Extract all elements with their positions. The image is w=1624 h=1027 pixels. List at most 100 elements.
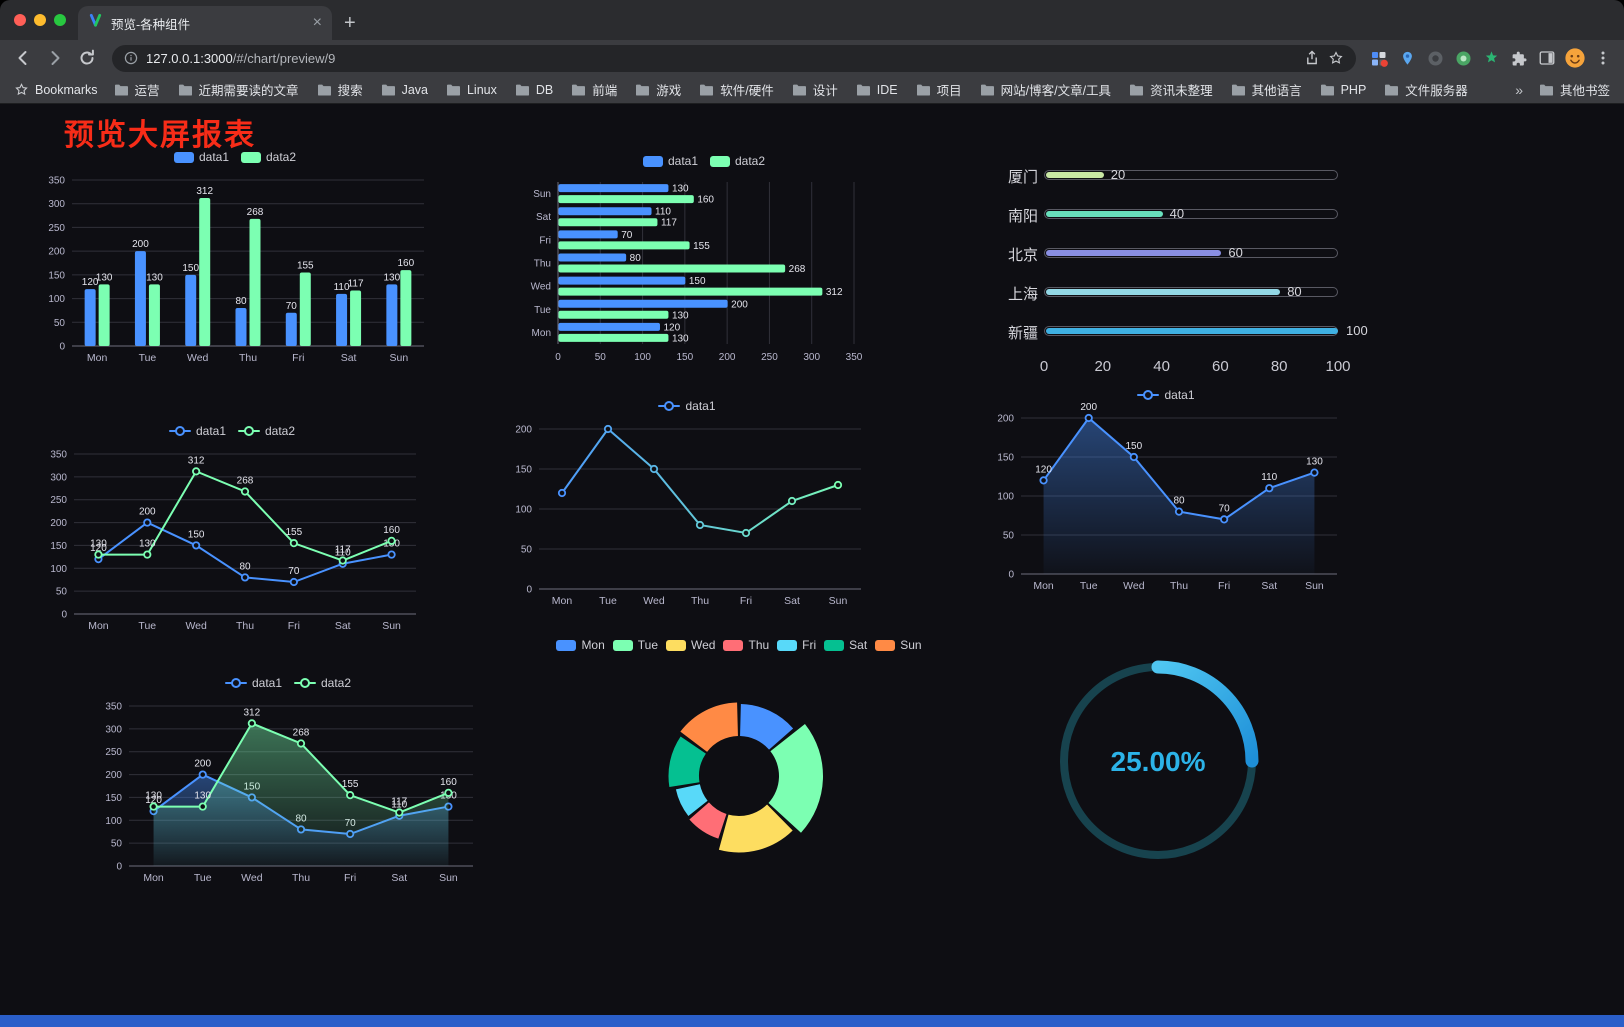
tab-close-icon[interactable]: ×	[312, 14, 322, 31]
svg-text:0: 0	[526, 585, 532, 596]
svg-text:268: 268	[247, 207, 264, 218]
legend-item[interactable]: data1	[168, 424, 226, 438]
chart-canvas[interactable]: 0 50 100 150 200 250 300 350 Mon Tue Wed Thu Fri Sat S…	[93, 674, 483, 890]
url-text[interactable]: 127.0.0.1:3000/#/chart/preview/9	[146, 50, 336, 66]
reload-button[interactable]	[72, 43, 102, 73]
bookmark-folder[interactable]: IDE	[856, 83, 898, 97]
legend-item[interactable]: data2	[241, 150, 296, 164]
bookmark-folder[interactable]: DB	[515, 83, 553, 97]
chart-donut[interactable]: Mon Tue Wed Thu Fri Sat Sun	[543, 636, 935, 874]
legend-item[interactable]: Wed	[666, 638, 715, 652]
bookmark-folder[interactable]: 资讯未整理	[1129, 80, 1213, 99]
bookmark-folder[interactable]: Linux	[446, 83, 497, 97]
bookmark-folder-list: 运营 近期需要读的文章 搜索 Java Linux DB 前端 游戏 软件/硬件 设计 IDE 项目 网…	[114, 80, 1500, 99]
legend-item[interactable]: Thu	[723, 638, 769, 652]
legend-label: data2	[266, 150, 297, 164]
page-title: 预览大屏报表	[64, 119, 256, 152]
bookmark-label: 其他语言	[1251, 84, 1302, 98]
progress-value: 100	[1346, 323, 1368, 338]
axis-tick-label: 20	[1094, 358, 1112, 375]
back-button[interactable]	[8, 43, 38, 73]
legend-label: Mon	[581, 638, 605, 652]
chart-legend: data1 data2	[38, 424, 426, 438]
chart-canvas[interactable]: 0 50 100 150 200 250 300 350 Mon Tue Wed Thu Fri Sat S…	[38, 422, 426, 638]
legend-item[interactable]: data1	[224, 676, 282, 690]
bookmark-folder[interactable]: 软件/硬件	[699, 80, 774, 99]
bookmark-folder[interactable]: 近期需要读的文章	[178, 80, 299, 99]
starburst-extension-icon[interactable]	[1478, 45, 1504, 71]
bookmark-folder[interactable]: 前端	[571, 80, 617, 99]
forward-button[interactable]	[40, 43, 70, 73]
extension-grid-icon[interactable]	[1366, 45, 1392, 71]
chart-gauge[interactable]: 25.00%	[1038, 639, 1278, 879]
legend-item[interactable]: data2	[238, 424, 295, 438]
legend-label: data1	[251, 676, 282, 690]
progress-track	[1044, 287, 1338, 297]
profile-avatar[interactable]	[1562, 45, 1588, 71]
bookmark-folder[interactable]: 其他语言	[1231, 80, 1302, 99]
address-bar[interactable]: 127.0.0.1:3000/#/chart/preview/9	[112, 44, 1356, 72]
svg-text:Fri: Fri	[1218, 580, 1230, 592]
bookmark-star-icon[interactable]	[1328, 50, 1344, 66]
svg-text:130: 130	[96, 272, 113, 283]
legend-item[interactable]: data1	[658, 399, 716, 413]
green-circle-extension-icon[interactable]	[1450, 45, 1476, 71]
bookmark-folder[interactable]: 网站/博客/文章/工具	[980, 80, 1111, 99]
progress-label: 上海	[1008, 286, 1039, 303]
bookmark-folder[interactable]: 游戏	[635, 80, 681, 99]
side-panel-icon[interactable]	[1534, 45, 1560, 71]
svg-text:100: 100	[50, 564, 67, 575]
folder-icon	[572, 84, 586, 96]
chart-line-gradient[interactable]: 0 50 100 150 200 Mon Tue Wed Thu Fri Sat Sun data1	[503, 397, 871, 613]
site-info-icon[interactable]	[124, 51, 138, 65]
bookmark-folder[interactable]: PHP	[1320, 83, 1366, 97]
chart-area-single[interactable]: 0 50 100 150 200 Mon Tue Wed Thu Fri Sat Sun 120 200 1…	[985, 386, 1347, 598]
legend-label: Sat	[849, 638, 868, 652]
svg-text:200: 200	[48, 247, 65, 258]
chart-line-two-series[interactable]: 0 50 100 150 200 250 300 350 Mon Tue Wed Thu Fri Sat S…	[38, 422, 426, 638]
dark-circle-extension-icon[interactable]	[1422, 45, 1448, 71]
svg-text:300: 300	[50, 472, 67, 483]
close-window-button[interactable]	[14, 14, 26, 26]
chart-canvas[interactable]: 0 50 100 150 200 Mon Tue Wed Thu Fri Sat Sun 120 200 1…	[985, 386, 1347, 598]
chart-bar-horizontal[interactable]: 0 50 100 150 200 250 300 350 Sun 130 160 Sat 110 117 F…	[518, 152, 890, 366]
bookmark-folder[interactable]: 文件服务器	[1384, 80, 1468, 99]
svg-text:200: 200	[731, 299, 748, 310]
legend-item[interactable]: data1	[1137, 388, 1195, 402]
extensions-puzzle-icon[interactable]	[1506, 45, 1532, 71]
svg-text:268: 268	[237, 475, 254, 486]
legend-item[interactable]: data1	[642, 154, 698, 168]
chart-canvas[interactable]: 0 50 100 150 200 Mon Tue Wed Thu Fri Sat Sun	[503, 397, 871, 613]
bookmarks-overflow-chevron[interactable]: »	[1515, 81, 1523, 98]
bookmark-folder[interactable]: 搜索	[317, 80, 363, 99]
legend-item[interactable]: data1	[173, 150, 229, 164]
legend-item[interactable]: Sat	[824, 638, 867, 652]
legend-item[interactable]: Mon	[556, 638, 605, 652]
zoom-window-button[interactable]	[54, 14, 66, 26]
bookmark-folder[interactable]: Java	[381, 83, 428, 97]
share-icon[interactable]	[1304, 50, 1320, 66]
browser-tab[interactable]: 预览-各种组件 ×	[78, 6, 332, 40]
chart-progress-bars[interactable]: 厦门 20 南阳 40 北京 60 上海 80 新疆 100 0 20 40 60 80 100	[990, 156, 1368, 388]
bookmark-folder[interactable]: 设计	[792, 80, 838, 99]
legend-item[interactable]: data2	[294, 676, 351, 690]
legend-item[interactable]: Fri	[777, 638, 816, 652]
chart-canvas[interactable]: 25.00%	[1038, 639, 1278, 879]
pin-extension-icon[interactable]	[1394, 45, 1420, 71]
chart-canvas[interactable]: 0 50 100 150 200 250 300 350 Mon Tue Wed Thu Fri Sat S…	[36, 148, 434, 370]
bookmark-folder[interactable]: 运营	[114, 80, 160, 99]
legend-item[interactable]: data2	[710, 154, 765, 168]
legend-item[interactable]: Sun	[875, 638, 922, 652]
chart-area-two-series[interactable]: 0 50 100 150 200 250 300 350 Mon Tue Wed Thu Fri Sat S…	[93, 674, 483, 890]
chart-bar-vertical[interactable]: 0 50 100 150 200 250 300 350 Mon Tue Wed Thu Fri Sat S…	[36, 148, 434, 370]
axis-tick-label: 0	[1039, 358, 1049, 375]
chart-canvas[interactable]	[543, 636, 935, 874]
legend-item[interactable]: Tue	[612, 638, 658, 652]
menu-kebab-icon[interactable]	[1590, 45, 1616, 71]
bookmarks-root[interactable]: Bookmarks	[14, 82, 98, 97]
new-tab-button[interactable]: +	[344, 12, 356, 34]
other-bookmarks[interactable]: 其他书签	[1539, 80, 1610, 99]
minimize-window-button[interactable]	[34, 14, 46, 26]
bookmark-folder[interactable]: 项目	[916, 80, 962, 99]
